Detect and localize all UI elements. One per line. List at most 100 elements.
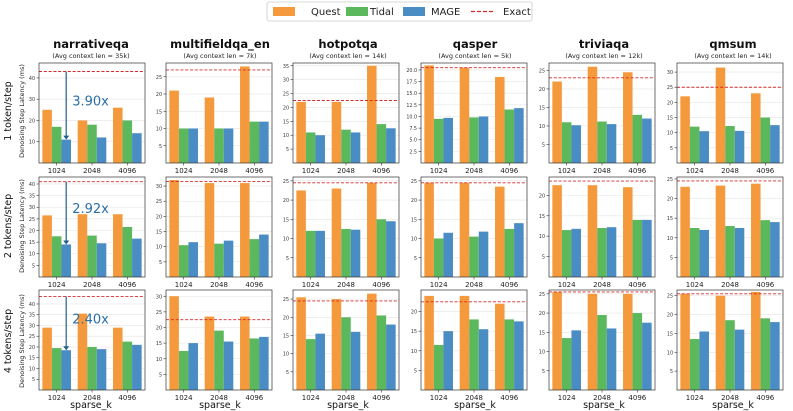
panel-r1-c3-bar-tidal-2048 (469, 236, 479, 277)
panel-r2-c5-ytick-label-3: 20 (667, 313, 673, 319)
panel-r1-c5-bar-tidal-2048 (725, 226, 735, 277)
panel-r2-c1-bar-tidal-2048 (214, 330, 224, 390)
panel-r2-c4-ytick-label-3: 20 (539, 311, 545, 317)
panel-r2-c2-bar-mage-2048 (350, 331, 361, 390)
panel-r1-c2-xtick-label-4096: 4096 (372, 281, 390, 289)
panel-r0-c3-bar-quest-2048 (459, 67, 470, 163)
panel-r1-c1-ytick-label-3: 20 (156, 214, 162, 220)
panel-r0-c2-ytick-label-3: 20 (283, 105, 289, 111)
panel-r2-c2-bar-quest-1024 (296, 297, 306, 390)
col-title-2: hotpotqa (318, 37, 377, 51)
panel-r2-c3-bar-tidal-1024 (433, 344, 444, 390)
panel-r0-c5-bar-mage-2048 (734, 130, 745, 163)
panel-r0-c3-ytick-label-7: 20.0 (406, 68, 417, 74)
panel-r1-c1-xtick-label-2048: 2048 (210, 281, 228, 289)
panel-r0-c3-bar-mage-1024 (443, 117, 453, 163)
panel-r1-c5-frame (676, 176, 784, 278)
panel-r0-c0: 1024 2048 4096 10 20 30 40 3.90x (29, 62, 146, 175)
panel-r0-c2-bar-mage-2048 (350, 132, 361, 163)
panel-r2-c0-ytick-label-0: 5 (32, 377, 35, 383)
panel-r2-c0-bar-quest-2048 (77, 313, 88, 390)
panel-r1-c3-bar-mage-2048 (478, 231, 489, 277)
panel-r0-c3: 1024 2048 4096 2.5 5.0 7.5 10.0 12.5 15.0 17.5 20.… (406, 62, 528, 175)
panel-r1-c2-xtick-label-1024: 1024 (302, 281, 320, 289)
panel-r0-c1-ytick-label-3: 20 (156, 92, 162, 98)
panel-r1-c4-bar-mage-2048 (606, 227, 617, 277)
panel-r0-c4-bar-mage-4096 (642, 118, 652, 163)
panel-r1-c3-ytick-label-4: 25 (411, 179, 417, 185)
panel-r1-c0-bar-mage-1024 (61, 244, 71, 277)
panel-r0-c1-bar-mage-2048 (223, 128, 234, 163)
panel-r0-c5-ytick-label-4: 25 (667, 85, 673, 91)
panel-r0-c5-bar-quest-4096 (751, 93, 761, 163)
panel-r1-c2-bar-quest-2048 (331, 188, 342, 277)
panel-r0-c4-ytick-label-4: 25 (539, 68, 545, 74)
panel-r2-c0-bar-quest-1024 (42, 327, 52, 390)
legend-mage-patch (403, 7, 425, 16)
panel-r1-c0-bar-tidal-4096 (122, 227, 133, 277)
panel-r2-c0-bar-tidal-1024 (51, 348, 62, 390)
panel-r1-c5-bar-quest-2048 (715, 185, 726, 277)
panel-r2-c3-bar-quest-2048 (459, 295, 470, 390)
panel-r0-c1-ytick-label-2: 15 (156, 109, 162, 115)
panel-r2-c5-xtick-label-4096: 4096 (756, 394, 774, 402)
panel-r0-c0-xtick-label-2048: 2048 (83, 167, 101, 175)
panel-r2-c0-ytick-label-1: 10 (29, 366, 35, 372)
panel-r2-c1-ytick-label-5: 30 (156, 294, 162, 300)
panel-r1-c0-ytick-label-4: 25 (29, 217, 35, 223)
panel-r0-c2-bar-quest-2048 (331, 101, 342, 163)
panel-r2-c3-ytick-label-3: 20 (411, 310, 417, 316)
panel-r2-c2-xtick-label-1024: 1024 (302, 394, 320, 402)
panel-r2-c0: 1024 2048 4096 5 10 15 20 25 30 35 40 2.40x (29, 289, 146, 402)
y-axis-title-row-0: Denoising Step Latency (ms) (18, 64, 26, 158)
panel-r0-c2-bar-mage-4096 (386, 128, 396, 163)
panel-r0-c0-bar-mage-2048 (96, 137, 107, 163)
panel-r1-c0-xtick-label-2048: 2048 (83, 281, 101, 289)
panel-r1-c1-bar-tidal-1024 (178, 245, 189, 277)
panel-r0-c5-ytick-label-2: 15 (667, 116, 673, 122)
panel-r2-c2-ytick-label-4: 25 (283, 297, 289, 303)
panel-r0-c4-ytick-label-2: 15 (539, 105, 545, 111)
panel-r2-c3-xtick-label-4096: 4096 (500, 394, 518, 402)
panel-r0-c1-bar-tidal-4096 (249, 121, 260, 163)
panel-r0-c1-ytick-label-1: 10 (156, 127, 162, 133)
panel-r0-c2: 1024 2048 4096 5 10 15 20 25 30 35 (283, 62, 400, 175)
panel-r0-c1-bar-quest-4096 (240, 66, 250, 163)
x-axis-title-4: sparse_k (583, 400, 625, 411)
x-axis-title-1: sparse_k (199, 400, 241, 411)
panel-r0-c1-frame (165, 62, 273, 164)
panel-r2-c0-bar-quest-4096 (113, 327, 123, 390)
panel-r1-c0-bar-mage-2048 (96, 243, 107, 277)
panel-r0-c5-xtick-label-4096: 4096 (756, 167, 774, 175)
panel-r2-c5-bar-tidal-2048 (725, 320, 735, 390)
panel-r1-c5-ytick-label-2: 15 (667, 216, 673, 222)
panel-r2-c1-xtick-label-1024: 1024 (175, 394, 193, 402)
x-axis-titles: sparse_k sparse_k sparse_k sparse_k spar… (70, 400, 754, 411)
panel-r0-c0-ytick-label-1: 20 (29, 118, 35, 124)
panel-r0-c4-xtick-label-1024: 1024 (558, 167, 576, 175)
panel-r2-c1-frame (165, 289, 273, 391)
col-title-3: qasper (453, 37, 498, 51)
panel-r1-c3-bar-quest-1024 (424, 182, 434, 277)
panel-r0-c3-frame (420, 62, 528, 164)
panel-r1-c0-speedup-label: 2.92x (72, 202, 109, 217)
panel-r1-c0-bar-tidal-2048 (87, 235, 97, 277)
panel-r2-c1-bar-tidal-4096 (249, 338, 260, 390)
panel-r1-c2-xtick-label-2048: 2048 (337, 281, 355, 289)
panel-r1-c2-ytick-label-2: 15 (283, 217, 289, 223)
col-subtitle-0: (Avg context len = 35k) (52, 52, 129, 60)
panel-r2-c2-ytick-label-2: 15 (283, 333, 289, 339)
panel-r1-c1-bar-mage-4096 (259, 234, 269, 277)
panel-r1-c2-frame (292, 176, 400, 278)
panel-r1-c5: 1024 2048 4096 5 10 15 20 25 (667, 176, 784, 289)
panel-r0-c0-frame (38, 62, 146, 164)
row-label-1: 2 tokens/step (3, 194, 14, 258)
panel-r1-c1-ytick-label-2: 15 (156, 230, 162, 236)
panel-r2-c5: 1024 2048 4096 5 10 15 20 25 (667, 289, 784, 402)
panel-r0-c5-xtick-label-2048: 2048 (721, 167, 739, 175)
panel-r1-c0-xtick-label-1024: 1024 (48, 281, 66, 289)
panel-r1-c4-xtick-label-4096: 4096 (628, 281, 646, 289)
row-labels: 1 token/step 2 tokens/step 4 tokens/step (3, 81, 14, 373)
panel-r1-c2-bar-mage-4096 (386, 221, 396, 277)
panel-r2-c1-bar-mage-2048 (223, 341, 234, 390)
